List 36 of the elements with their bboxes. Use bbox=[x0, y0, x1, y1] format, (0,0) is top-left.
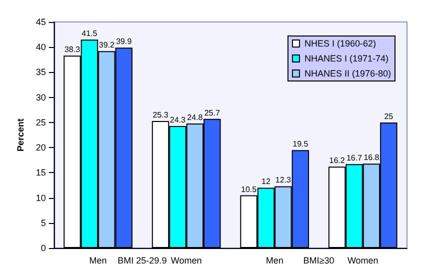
y-tick-label: 30 bbox=[36, 92, 46, 102]
x-tick-label: Women bbox=[170, 256, 202, 266]
y-tick-label: 15 bbox=[36, 168, 46, 178]
data-label: 39.2 bbox=[98, 40, 115, 50]
x-tick-label: Men bbox=[89, 256, 107, 266]
x-tick-label: Men bbox=[266, 256, 284, 266]
y-axis-title: Percent bbox=[16, 118, 26, 152]
data-label: 41.5 bbox=[82, 29, 98, 38]
text: BMI≥30 bbox=[303, 256, 334, 266]
legend-label: NHES I (1960-62) bbox=[304, 38, 376, 48]
data-label: 12.3 bbox=[275, 176, 292, 185]
legend-label: NHANES II (1976-80) bbox=[304, 68, 392, 78]
y-tick-label: 25 bbox=[36, 117, 46, 128]
data-label: 16.8 bbox=[364, 153, 380, 162]
data-label: 38.3 bbox=[64, 45, 81, 54]
y-tick-label: 0 bbox=[40, 243, 46, 253]
legend-label: NHANES I (1971-74) bbox=[304, 54, 389, 64]
x-tick-label: Women bbox=[347, 256, 378, 266]
y-tick-label: 10 bbox=[36, 192, 46, 203]
data-label: 24.8 bbox=[187, 112, 204, 122]
y-tick-label: 45 bbox=[36, 17, 46, 27]
data-label: 19.5 bbox=[292, 140, 309, 149]
data-label: 25.7 bbox=[204, 108, 220, 118]
data-label: 16.7 bbox=[346, 154, 363, 163]
data-label: 12 bbox=[262, 177, 271, 186]
text: BMI 25-29.9 bbox=[118, 256, 167, 266]
data-label: 24.3 bbox=[170, 115, 186, 124]
y-tick-label: 35 bbox=[36, 67, 46, 78]
y-tick-label: 20 bbox=[36, 142, 46, 153]
data-label: 10.5 bbox=[240, 184, 258, 194]
y-tick-label: 5 bbox=[40, 218, 46, 228]
y-tick-label: 40 bbox=[36, 42, 46, 52]
data-label: 25.3 bbox=[152, 110, 169, 120]
data-label: 39.9 bbox=[116, 37, 132, 46]
data-label: 16.2 bbox=[329, 156, 346, 166]
data-label: 25 bbox=[384, 112, 394, 121]
